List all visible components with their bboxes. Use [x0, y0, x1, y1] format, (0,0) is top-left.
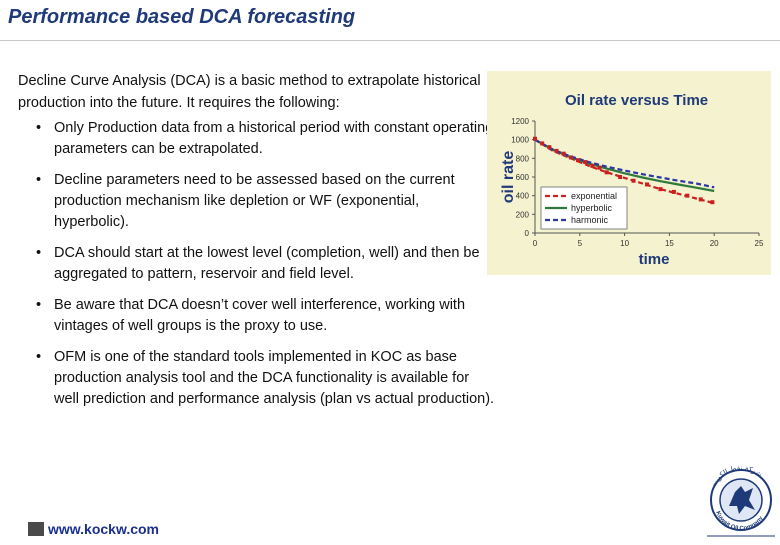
bullet-list: Only Production data from a historical p… — [36, 118, 498, 420]
data-point — [671, 189, 676, 194]
y-tick-label: 200 — [516, 210, 530, 219]
data-point — [554, 148, 559, 153]
data-point — [547, 145, 552, 150]
data-point — [576, 158, 581, 163]
bullet-item: OFM is one of the standard tools impleme… — [36, 347, 498, 410]
bullet-item: Be aware that DCA doesn’t cover well int… — [36, 295, 498, 337]
footer: www.kockw.com — [28, 521, 159, 537]
series-line-harmonic — [534, 138, 715, 189]
data-point — [583, 160, 588, 165]
data-point — [568, 155, 573, 160]
y-tick-label: 600 — [516, 173, 530, 182]
bullet-item: Only Production data from a historical p… — [36, 118, 498, 160]
data-point — [698, 197, 703, 202]
y-tick-label: 800 — [516, 154, 530, 163]
data-point — [631, 178, 636, 183]
y-tick-label: 400 — [516, 192, 530, 201]
bullet-item: DCA should start at the lowest level (co… — [36, 243, 498, 285]
y-tick-label: 1200 — [511, 117, 529, 126]
data-point — [658, 187, 663, 192]
data-point — [645, 182, 649, 187]
legend-label: hyperbolic — [571, 203, 613, 213]
oil-rate-chart: Oil rate versus Time 0 200 400 600 800 1000 120… — [487, 71, 771, 275]
oil-rate-chart-svg: Oil rate versus Time02004006008001000120… — [500, 92, 764, 268]
data-point — [561, 151, 566, 156]
chart-title: Oil rate versus Time — [565, 92, 708, 109]
x-tick-label: 0 — [533, 239, 538, 248]
bullet-item: Decline parameters need to be assessed b… — [36, 170, 498, 233]
footer-square-icon — [28, 522, 44, 536]
x-tick-label: 10 — [620, 239, 629, 248]
data-point — [710, 200, 715, 205]
intro-paragraph: Decline Curve Analysis (DCA) is a basic … — [18, 73, 481, 111]
falcon-emblem-icon: شركة نفط الكويت Kuwait Oil Company — [707, 464, 775, 537]
legend-label: exponential — [571, 191, 617, 201]
x-tick-label: 20 — [710, 239, 719, 248]
x-tick-label: 15 — [665, 239, 674, 248]
data-point — [597, 165, 602, 170]
website-link[interactable]: www.kockw.com — [48, 521, 159, 537]
data-point — [604, 170, 609, 175]
x-tick-label: 25 — [755, 239, 764, 248]
series-line-hyperbolic — [534, 138, 715, 193]
title-divider — [0, 40, 780, 41]
data-point — [533, 136, 537, 141]
x-tick-label: 5 — [578, 239, 583, 248]
data-point — [540, 141, 545, 146]
slide-title: Performance based DCA forecasting — [8, 6, 356, 28]
data-point — [618, 175, 623, 179]
data-point — [685, 193, 690, 198]
legend-label: harmonic — [571, 215, 609, 225]
koc-logo: شركة نفط الكويت Kuwait Oil Company — [705, 448, 777, 540]
y-tick-label: 1000 — [511, 136, 529, 145]
data-point — [590, 163, 595, 168]
y-tick-label: 0 — [525, 229, 530, 238]
y-axis-label: oil rate — [500, 151, 517, 204]
x-axis-label: time — [639, 251, 670, 268]
